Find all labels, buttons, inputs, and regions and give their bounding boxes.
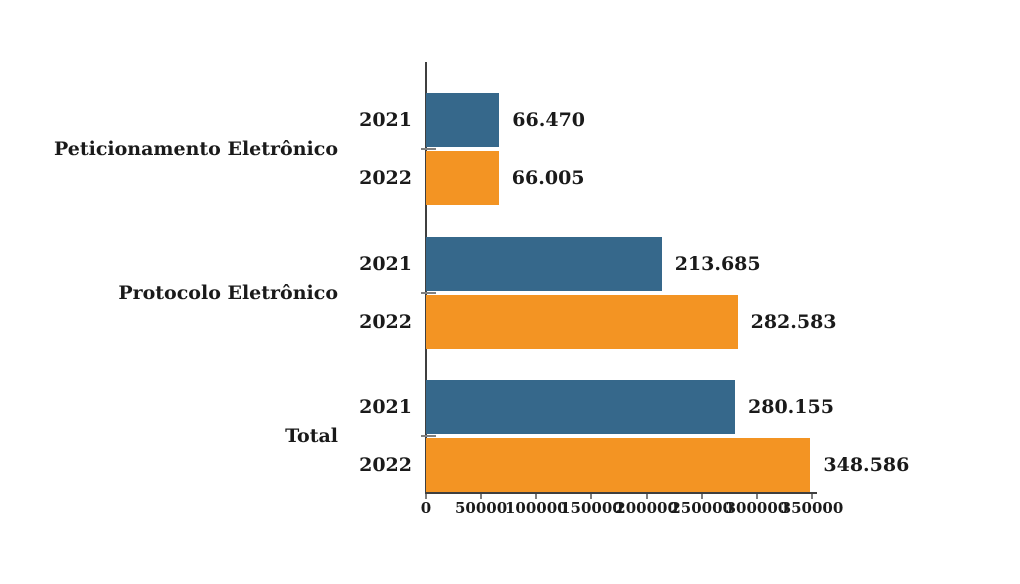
x-axis-tick-label: 150000 (560, 499, 623, 517)
bar-2022-2 (426, 438, 811, 492)
value-label: 66.470 (512, 109, 586, 132)
bar-2022-0 (426, 151, 499, 206)
x-axis-tick-label: 50000 (455, 499, 508, 517)
year-label-2022: 2022 (359, 454, 412, 476)
x-axis-tick (480, 494, 483, 499)
x-axis-tick (425, 494, 427, 499)
value-label: 280.155 (748, 396, 834, 418)
x-axis-tick (535, 494, 538, 499)
value-label: 66.005 (511, 167, 585, 190)
x-axis-tick (811, 494, 813, 499)
value-label: 348.586 (823, 454, 910, 476)
year-label-2022: 2022 (359, 310, 412, 333)
bar-2021-0 (426, 93, 500, 148)
bar-2022-1 (426, 294, 738, 349)
category-label: Peticionamento Eletrônico (53, 138, 338, 161)
x-axis-tick (645, 494, 648, 499)
x-axis-tick (755, 494, 758, 499)
value-label: 213.685 (674, 252, 761, 275)
x-axis-tick-label: 250000 (670, 499, 733, 517)
year-label-2021: 2021 (359, 396, 412, 418)
year-label-2021: 2021 (359, 252, 412, 275)
bar-2021-1 (426, 236, 662, 291)
pair-separator-tick (421, 148, 436, 151)
x-axis-tick (590, 494, 593, 499)
category-label: Total (285, 425, 338, 447)
x-axis-tick-label: 350000 (780, 499, 844, 517)
category-label: Protocolo Eletrônico (118, 281, 338, 304)
x-axis-tick (700, 494, 703, 499)
x-axis-tick-label: 100000 (504, 499, 568, 517)
year-label-2022: 2022 (359, 167, 412, 190)
x-axis-tick-label: 300000 (725, 499, 789, 517)
x-axis-line (425, 492, 817, 494)
bar-2021-2 (426, 380, 735, 434)
year-label-2021: 2021 (359, 109, 412, 132)
value-label: 282.583 (750, 310, 837, 333)
x-axis-tick-label: 0 (420, 499, 432, 517)
pair-separator-tick (421, 435, 436, 437)
pair-separator-tick (421, 291, 436, 294)
x-axis-tick-label: 200000 (615, 499, 678, 517)
